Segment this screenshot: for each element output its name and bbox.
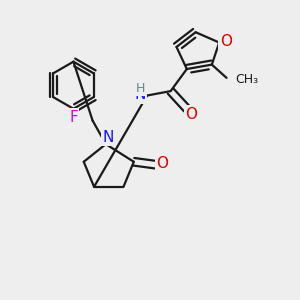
Text: N: N bbox=[103, 130, 114, 145]
Text: O: O bbox=[156, 156, 168, 171]
Text: CH₃: CH₃ bbox=[236, 73, 259, 86]
Text: O: O bbox=[220, 34, 232, 49]
Text: F: F bbox=[69, 110, 78, 124]
Text: N: N bbox=[135, 87, 146, 102]
Text: H: H bbox=[136, 82, 145, 95]
Text: O: O bbox=[185, 106, 197, 122]
